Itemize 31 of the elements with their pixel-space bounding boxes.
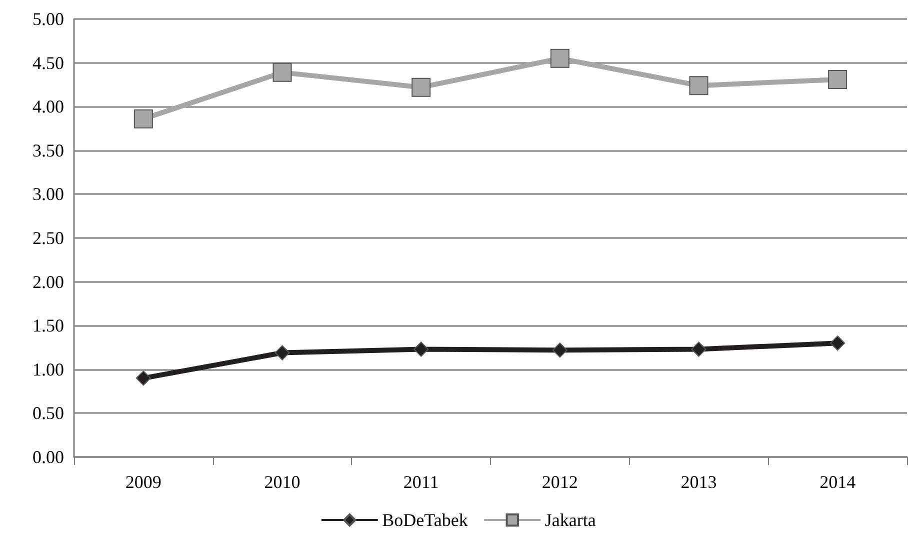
point [828, 70, 848, 89]
point [830, 336, 846, 351]
y-tick-label: 5.00 [32, 9, 64, 29]
y-tick-label: 0.00 [32, 447, 64, 467]
point [691, 342, 706, 357]
y-tick-label: 0.50 [32, 403, 64, 424]
y-tick-label: 1.00 [32, 359, 64, 380]
x-tick-label: 2012 [542, 472, 578, 492]
point [412, 78, 431, 97]
point [552, 342, 568, 358]
point [134, 109, 153, 128]
x-tick-label: 2013 [680, 472, 717, 492]
x-tick-label: 2010 [264, 472, 300, 492]
legend-label: Jakarta [544, 510, 596, 530]
point [550, 48, 570, 68]
point [272, 62, 292, 82]
point [136, 370, 151, 386]
y-tick-label: 2.00 [32, 272, 64, 292]
x-tick-label: 2009 [125, 472, 162, 492]
point [274, 345, 290, 360]
point [689, 76, 708, 96]
y-tick-label: 4.00 [32, 96, 64, 117]
y-tick-label: 4.50 [32, 52, 64, 73]
y-tick-label: 1.50 [32, 316, 64, 336]
y-tick-label: 3.00 [32, 184, 64, 204]
x-tick-label: 2011 [403, 472, 439, 492]
y-tick-label: 2.50 [32, 228, 64, 248]
point [414, 342, 429, 357]
y-tick-label: 3.50 [32, 140, 64, 160]
legend-label: BoDeTabek [382, 510, 468, 530]
x-tick-label: 2014 [820, 472, 856, 492]
